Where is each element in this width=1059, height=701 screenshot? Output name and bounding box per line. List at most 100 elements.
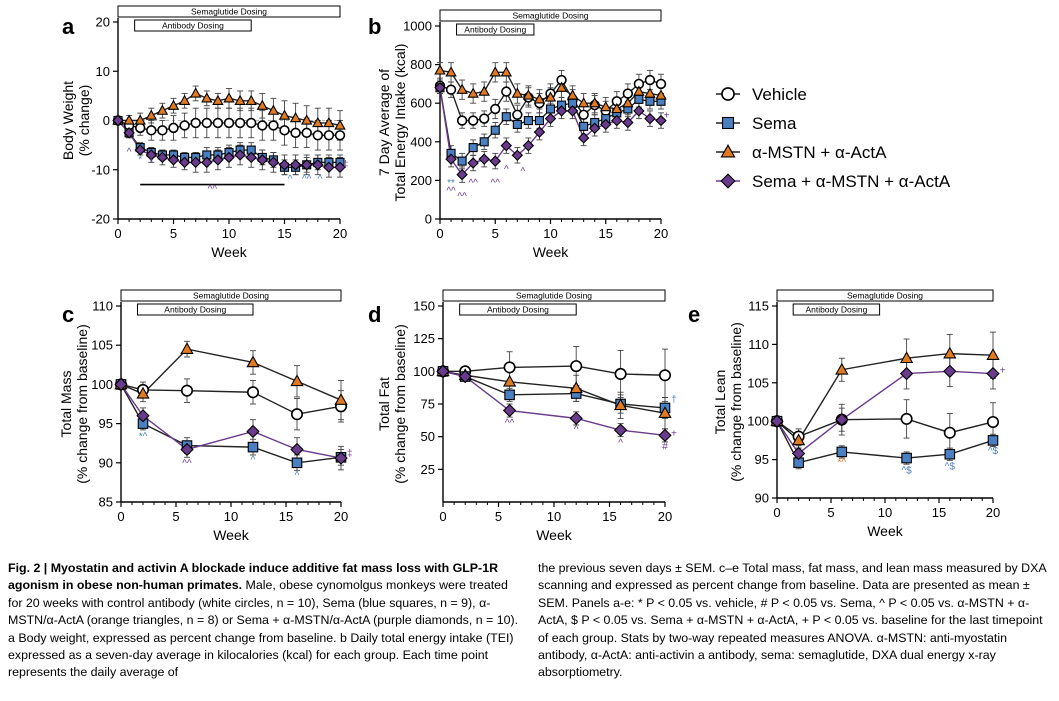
data-point [835,412,849,427]
data-point [658,406,672,418]
data-point [614,367,627,380]
significance-mark: ^^ [182,459,192,470]
data-point [600,100,612,112]
data-point [268,120,279,131]
data-point [234,117,246,129]
significance-mark: ^^ [457,192,467,203]
data-point [503,361,516,374]
y-axis-label: Total Mass (% change from baseline) [58,324,90,484]
data-point [986,348,1000,360]
antibody-dosing-box [792,303,881,316]
antibody-dosing-label: Antibody Dosing [162,21,224,31]
data-point [168,122,179,134]
data-point [445,153,457,165]
x-tick-label: 5 [172,509,179,524]
legend-marker [720,173,736,189]
data-point [246,386,260,399]
data-point [334,161,346,174]
data-point [579,121,589,131]
panel-e: e 90 95 100 105 110 115 0 5 10 15 20 Week Total Lean(… [688,289,1006,539]
data-point [611,114,623,127]
antibody-dosing-label: Antibody Dosing [464,25,526,35]
x-tick-label: 20 [333,226,347,241]
data-point [157,125,168,136]
data-point [489,66,501,77]
data-point [334,130,346,141]
legend-label: Vehicle [752,85,807,104]
x-tick-label: 15 [602,509,616,524]
data-point [613,398,628,411]
data-point [501,112,511,122]
data-point [180,384,194,397]
data-point [467,87,479,98]
data-point [658,369,672,382]
data-point [289,159,302,171]
data-point [434,64,446,75]
panel-letter: d [368,302,381,327]
x-tick-label: 15 [599,226,613,241]
data-point [167,99,180,110]
y-tick-label: -10 [91,162,110,177]
significance-mark: ^^ [208,184,218,195]
significance-mark: ** [447,178,455,189]
legend-marker [721,87,735,101]
data-point [533,126,546,138]
data-point [167,154,180,166]
caption-left: Fig. 2 | Myostatin and activin A blockad… [8,560,520,682]
data-point [478,153,490,165]
data-point [300,114,313,125]
x-tick-label: 10 [224,509,238,524]
data-point [986,366,1000,381]
y-tick-label: 95 [755,452,769,467]
significance-mark: ^ [504,165,509,176]
x-tick-label: 20 [654,226,668,241]
y-tick-label: -20 [91,212,110,227]
significance-mark: *^ [838,458,847,469]
significance-mark: *^ [139,431,148,442]
data-point [943,364,957,378]
data-point [533,93,546,104]
data-point [944,448,956,460]
data-point [456,115,468,126]
x-tick-label: 0 [436,226,443,241]
data-point [114,377,128,392]
significance-mark: ^^ [505,418,515,429]
data-point [212,117,224,129]
data-point [613,423,628,437]
data-point [622,97,634,108]
data-point [123,114,135,125]
data-point [323,161,335,174]
data-point [290,374,304,387]
significance-mark: ^^ [446,186,456,197]
antibody-dosing-box [456,23,535,36]
x-tick-label: 10 [878,505,892,520]
sema-dosing-box [117,5,341,18]
y-axis-label-line: (% change from baseline) [74,324,90,484]
data-point [468,143,478,153]
sema-dosing-label: Semaglutide Dosing [516,291,592,301]
y-axis-label-line: (% change) [76,85,92,157]
data-point [178,156,191,169]
y-tick-label: 1000 [403,19,432,34]
legend-label: Sema [752,114,797,133]
antibody-dosing-box [134,19,252,32]
y-tick-label: 100 [91,377,113,392]
y-axis-label-line: (% change from baseline) [728,322,744,482]
data-point [566,105,579,117]
data-point [223,92,235,103]
legend: Vehicle Sema α-MSTN + α-ActA Sema + α-MSTN … [716,85,951,191]
data-point [504,389,515,401]
data-point [512,109,523,120]
data-point [577,97,590,108]
data-point [456,83,468,94]
data-point [290,442,304,457]
data-point [189,156,202,169]
data-point [300,159,313,171]
panel-letter: e [688,302,700,327]
data-point [201,156,213,169]
legend-item: α-MSTN + α-ActA [716,143,887,162]
data-point [312,130,323,141]
data-point [502,403,517,418]
antibody-dosing-label: Antibody Dosing [805,305,867,315]
